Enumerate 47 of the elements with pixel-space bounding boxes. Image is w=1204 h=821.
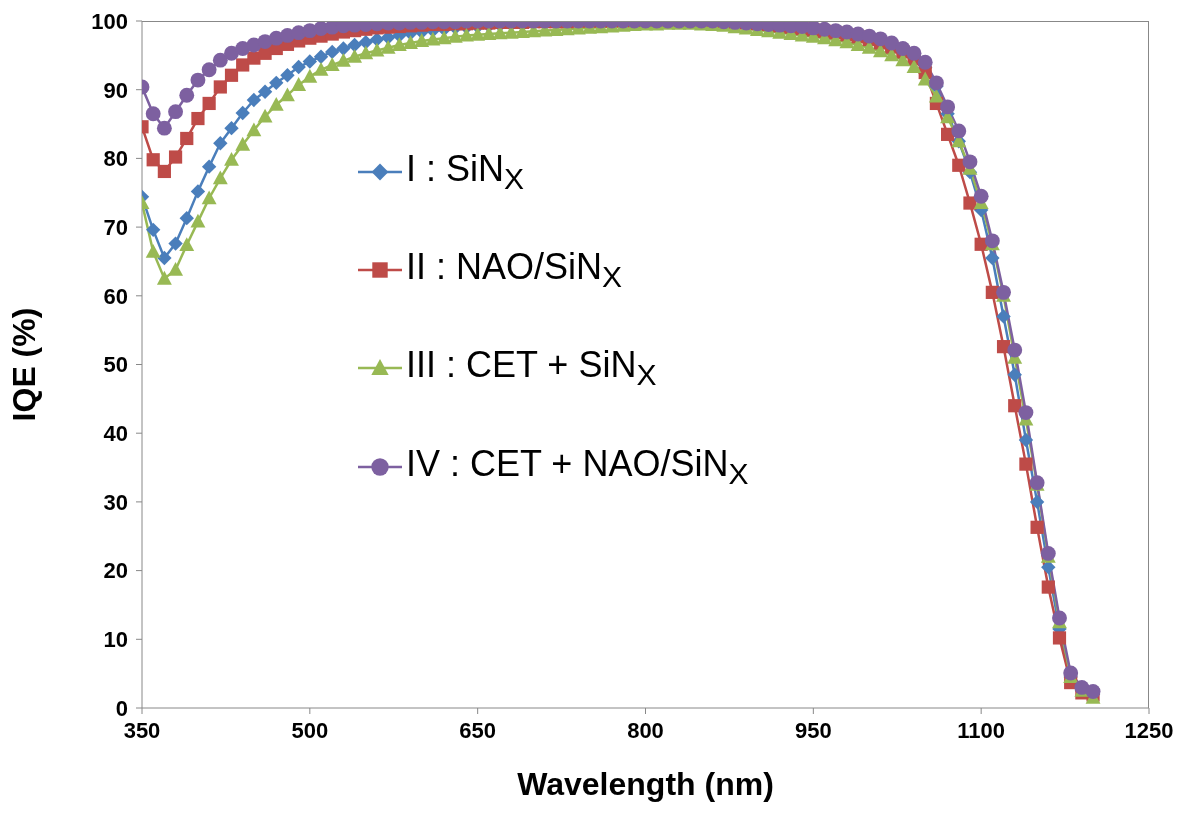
y-tick-label: 90	[103, 77, 128, 103]
point	[201, 159, 217, 174]
y-tick-label: 40	[103, 421, 128, 447]
point	[291, 59, 306, 75]
y-axis-title: IQE (%)	[6, 307, 43, 422]
x-tick-label: 800	[627, 717, 664, 743]
y-tick-label: 10	[103, 627, 128, 653]
point	[157, 250, 172, 266]
x-axis-title: Wavelength (nm)	[517, 766, 774, 802]
point	[190, 184, 206, 199]
point	[213, 136, 228, 151]
legend-label: II : NAO/SiN$_{X}$	[406, 246, 623, 295]
point	[1018, 432, 1034, 448]
legend-label: I : SiN$_{X}$	[406, 148, 525, 197]
point	[1007, 367, 1022, 383]
point	[985, 250, 1000, 266]
y-tick-label: 60	[103, 283, 128, 309]
point	[358, 35, 373, 50]
point	[235, 105, 250, 121]
point	[325, 44, 340, 60]
point	[246, 92, 262, 108]
y-tick-label: 50	[103, 352, 128, 378]
x-tick-label: 1100	[957, 717, 1006, 743]
point	[313, 49, 329, 64]
y-tick-label: 100	[91, 8, 128, 34]
y-tick-label: 30	[103, 489, 128, 515]
x-tick-label: 1250	[1124, 717, 1174, 743]
x-tick-label: 650	[459, 717, 497, 743]
point	[347, 37, 362, 53]
legend-label: III : CET + SiN$_{X}$	[406, 344, 657, 393]
point	[269, 75, 284, 91]
point	[302, 54, 318, 69]
point	[996, 309, 1011, 324]
x-tick-label: 950	[794, 717, 832, 743]
point	[168, 236, 183, 251]
y-tick-label: 80	[103, 146, 128, 172]
legend-label: IV : CET + NAO/SiN$_{X}$	[406, 442, 749, 491]
point	[257, 84, 273, 99]
point	[1029, 494, 1045, 510]
point	[145, 222, 161, 238]
point	[179, 210, 194, 226]
x-tick-label: 500	[291, 717, 329, 743]
point	[280, 68, 295, 83]
y-tick-label: 70	[103, 214, 128, 240]
point	[224, 120, 239, 136]
point	[336, 41, 351, 56]
y-tick-label: 20	[103, 558, 128, 584]
